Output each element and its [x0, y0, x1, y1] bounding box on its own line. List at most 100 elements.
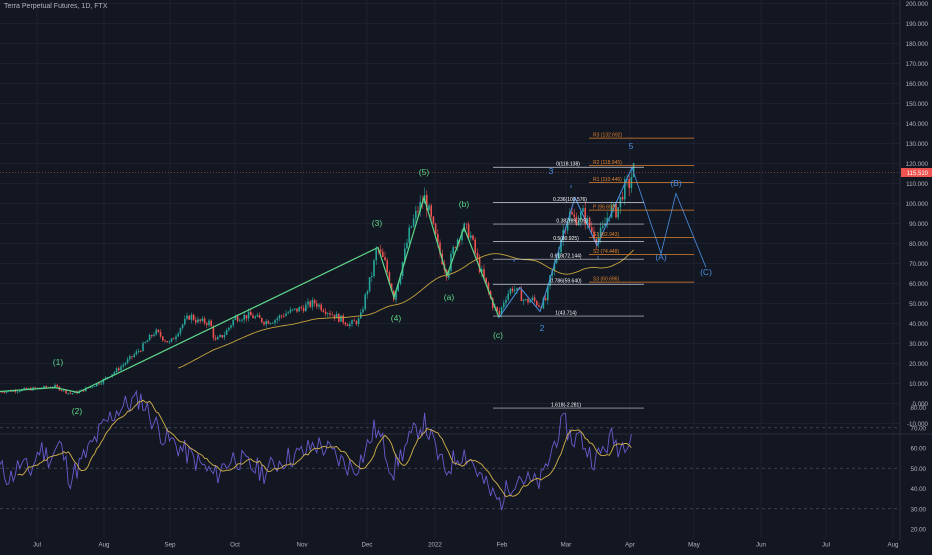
candle-body: [474, 239, 476, 253]
candle-body: [406, 242, 408, 249]
wave-label: 2: [540, 323, 545, 333]
candle-body: [558, 252, 560, 259]
candle-body: [287, 312, 289, 314]
wave-label: (5): [419, 167, 430, 177]
candle-body: [575, 216, 578, 226]
candle-body: [258, 315, 261, 318]
wave-label: (1): [53, 357, 64, 367]
candle-body: [465, 223, 468, 225]
candle-body: [230, 325, 232, 328]
candle-body: [254, 316, 256, 319]
candle-body: [481, 269, 483, 273]
candle-body: [368, 277, 371, 292]
price-tick-label: 130.000: [906, 141, 929, 148]
candle-body: [142, 343, 144, 352]
fib-level-label: 0.786(59.640): [550, 279, 581, 285]
price-tick-label: 150.000: [906, 101, 929, 108]
candle-body: [439, 242, 441, 254]
pivot-level-label: S2 (74.448): [593, 249, 619, 255]
candle-body: [613, 203, 615, 207]
wave-label: (B): [670, 178, 682, 188]
candle-body: [349, 323, 351, 327]
candle-body: [82, 389, 85, 392]
time-tick-label: Jul: [822, 542, 830, 549]
candle-body: [177, 333, 179, 337]
candle-body: [137, 351, 140, 352]
candle-body: [219, 335, 221, 337]
wave-label: (4): [391, 313, 402, 323]
price-tick-label: 40.000: [909, 321, 928, 328]
moving-average-line: [178, 249, 634, 369]
candle-body: [113, 371, 116, 375]
wave-label: (3): [372, 218, 383, 228]
candle-body: [186, 315, 188, 319]
candle-body: [203, 318, 206, 324]
candle-body: [520, 289, 523, 302]
candle-body: [5, 391, 8, 393]
fib-level-label: 0.618(72.144): [550, 254, 581, 260]
candle-body: [555, 258, 558, 263]
candle-body: [357, 318, 360, 325]
fib-level-label: 1.618(-2.281): [551, 403, 581, 409]
candle-body: [289, 309, 292, 313]
price-tick-label: 30.000: [909, 341, 928, 348]
candle-body: [584, 208, 586, 224]
candle-body: [340, 315, 342, 322]
candle-body: [217, 336, 219, 340]
elliott-wave-projection: [631, 167, 707, 268]
candle-body: [27, 388, 30, 390]
candle-body: [43, 386, 45, 389]
candle-body: [146, 340, 149, 343]
candle-body: [511, 288, 514, 292]
candle-body: [195, 319, 197, 323]
candle-body: [153, 334, 155, 337]
rsi-tick-label: 20.00: [911, 527, 927, 534]
price-tick-label: 170.000: [906, 61, 929, 68]
candle-body: [133, 354, 135, 358]
candle-body: [16, 391, 19, 393]
candle-body: [276, 318, 278, 321]
candle-body: [628, 178, 630, 189]
rsi-line: [0, 389, 632, 511]
candle-body: [313, 300, 316, 304]
candle-body: [476, 252, 479, 259]
pivot-level-label: R2 (118.945): [593, 160, 622, 166]
candle-body: [379, 249, 382, 252]
candle-body: [129, 356, 131, 360]
candle-body: [329, 313, 331, 315]
candle-body: [140, 351, 142, 352]
candle-body: [516, 287, 518, 291]
candle-body: [241, 319, 243, 321]
time-tick-label: Aug: [98, 542, 110, 549]
wave-label: (a): [444, 292, 455, 302]
candle-body: [45, 386, 47, 388]
candle-body: [179, 328, 182, 334]
candle-body: [333, 314, 336, 319]
candle-body: [318, 304, 320, 307]
candle-body: [586, 217, 589, 224]
pivot-level-label: S3 (60.696): [593, 277, 619, 283]
candle-body: [25, 387, 28, 390]
candle-body: [239, 320, 241, 322]
candle-body: [294, 308, 296, 310]
candle-body: [151, 335, 153, 337]
candle-body: [96, 383, 98, 387]
fib-level-label: 0.5(80.925): [553, 236, 579, 242]
time-tick-label: Feb: [497, 542, 508, 549]
wave-label: 5: [629, 141, 634, 151]
candle-body: [452, 247, 454, 254]
candle-body: [210, 320, 212, 327]
candle-body: [148, 335, 151, 341]
candle-body: [384, 256, 386, 261]
candle-body: [478, 258, 481, 273]
candle-body: [168, 341, 171, 343]
price-tick-label: 160.000: [906, 81, 929, 88]
candle-body: [126, 359, 129, 364]
candle-body: [362, 309, 364, 313]
candle-body: [461, 231, 463, 241]
candle-body: [190, 314, 193, 320]
candle-body: [197, 319, 199, 323]
price-tick-label: 90.000: [909, 221, 928, 228]
candle-body: [610, 206, 613, 218]
